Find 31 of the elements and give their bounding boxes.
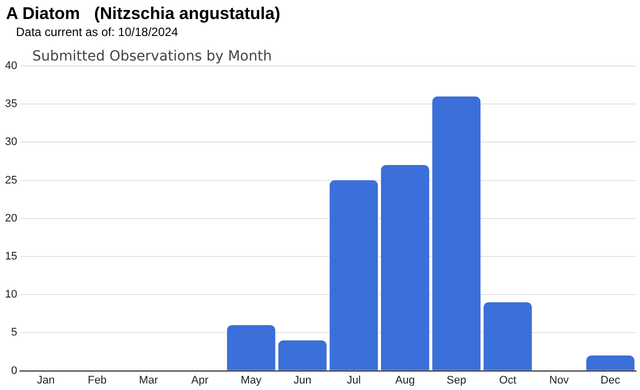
bar — [586, 356, 634, 370]
x-tick-label: Sep — [446, 374, 466, 386]
chart-subtitle: Data current as of: 10/18/2024 — [16, 25, 178, 39]
y-tick-label: 5 — [11, 326, 18, 339]
x-tick-label: Nov — [549, 374, 570, 386]
y-tick-label: 40 — [4, 60, 18, 72]
y-tick-label: 0 — [11, 364, 18, 377]
text: Submitted Observations by Month — [32, 48, 272, 65]
x-tick-label: Mar — [139, 374, 158, 386]
y-tick-label: 15 — [4, 250, 18, 263]
y-tick-label: 35 — [4, 98, 18, 110]
y-tick-label: 20 — [4, 212, 18, 224]
x-tick-label: Jun — [294, 374, 312, 386]
bar — [278, 340, 327, 370]
bar — [432, 96, 481, 370]
x-tick-label: Aug — [395, 374, 415, 386]
bar — [227, 325, 276, 370]
y-tick-label: 10 — [4, 288, 18, 301]
y-tick-label: 25 — [4, 174, 18, 186]
bar — [380, 165, 430, 370]
chart-title: A Diatom (Nitzschia angustatula) — [6, 4, 280, 24]
y-tick-label: 30 — [4, 136, 18, 148]
x-tick-label: Jan — [37, 374, 55, 386]
x-tick-label: Oct — [499, 374, 516, 386]
x-tick-label: Jul — [346, 374, 361, 386]
x-tick-label: Dec — [600, 374, 621, 386]
x-tick-label: Apr — [191, 374, 209, 386]
x-tick-label: Feb — [88, 374, 107, 386]
bar — [330, 180, 378, 370]
bar — [484, 302, 532, 370]
x-tick-label: May — [240, 374, 262, 386]
